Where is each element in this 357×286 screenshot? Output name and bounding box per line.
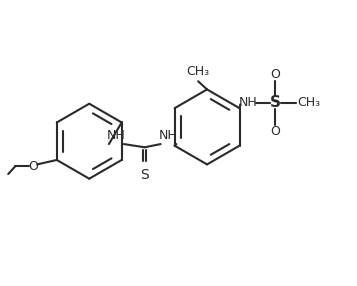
Text: CH₃: CH₃ — [297, 96, 321, 109]
Text: S: S — [140, 168, 149, 182]
Text: O: O — [270, 125, 280, 138]
Text: O: O — [28, 160, 38, 173]
Text: O: O — [270, 67, 280, 81]
Text: S: S — [270, 95, 280, 110]
Text: CH₃: CH₃ — [187, 65, 210, 78]
Text: NH: NH — [107, 129, 125, 142]
Text: NH: NH — [159, 129, 178, 142]
Text: NH: NH — [239, 96, 257, 109]
